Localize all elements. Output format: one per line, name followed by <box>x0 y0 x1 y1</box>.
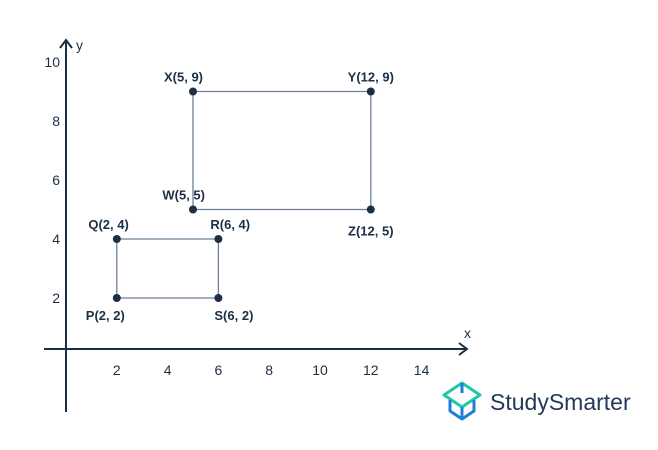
point-label-p: P(2, 2) <box>86 308 125 323</box>
point-label-s: S(6, 2) <box>214 308 253 323</box>
point-w <box>189 205 197 214</box>
studysmarter-logo: StudySmarter <box>442 381 631 421</box>
x-tick-label: 8 <box>265 362 273 378</box>
y-axis-arrow-icon <box>59 38 73 49</box>
axes: x y <box>44 37 471 412</box>
point-label-r: R(6, 4) <box>210 217 250 232</box>
point-y <box>366 87 375 96</box>
x-tick-label: 14 <box>414 362 430 378</box>
point-label-y: Y(12, 9) <box>348 70 394 85</box>
x-tick-label: 6 <box>215 362 223 378</box>
point-label-x: X(5, 9) <box>164 70 203 85</box>
x-tick-label: 4 <box>164 362 172 378</box>
point-label-z: Z(12, 5) <box>348 224 394 239</box>
x-tick-label: 10 <box>312 362 328 378</box>
point-p <box>112 294 121 302</box>
point-label-q: Q(2, 4) <box>88 217 128 232</box>
logo-text: StudySmarter <box>490 389 631 415</box>
x-axis-label: x <box>464 325 471 341</box>
point-q <box>112 235 121 243</box>
y-tick-label: 8 <box>52 113 60 129</box>
x-tick-label: 2 <box>113 362 121 378</box>
point-label-w: W(5, 5) <box>162 188 205 203</box>
point-z <box>366 205 375 214</box>
x-axis-arrow-icon <box>458 342 469 356</box>
x-tick-label: 12 <box>363 362 379 378</box>
y-axis-label: y <box>76 37 83 53</box>
y-tick-label: 4 <box>52 231 60 247</box>
y-tick-label: 10 <box>44 54 60 70</box>
point-s <box>214 294 223 302</box>
rectangle-wxyz <box>192 90 372 211</box>
y-tick-label: 6 <box>52 172 60 188</box>
point-r <box>214 235 223 243</box>
point-x <box>189 87 197 96</box>
y-tick-label: 2 <box>52 290 60 306</box>
rectangle-pqrs <box>116 238 220 299</box>
